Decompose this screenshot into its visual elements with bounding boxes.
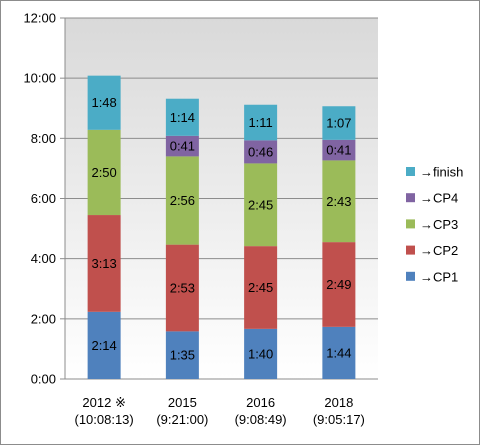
data-label: 0:41 bbox=[170, 139, 195, 154]
y-tick-label: 2:00 bbox=[31, 311, 56, 326]
bar-segment bbox=[322, 106, 356, 140]
legend-label: →finish bbox=[420, 165, 463, 180]
x-category-label: 2015 bbox=[168, 395, 197, 410]
bar-segment bbox=[244, 163, 278, 247]
legend-label: →CP1 bbox=[420, 269, 458, 284]
y-tick-label: 4:00 bbox=[31, 251, 56, 266]
x-category-label: 2012 ※ bbox=[82, 395, 125, 410]
bar-segment bbox=[87, 215, 121, 312]
y-tick-label: 6:00 bbox=[31, 191, 56, 206]
data-label: 2:14 bbox=[91, 338, 116, 353]
bar-segment bbox=[165, 244, 199, 332]
bar-segment bbox=[244, 328, 278, 379]
legend-swatch bbox=[406, 167, 415, 176]
legend-label: →CP3 bbox=[420, 217, 458, 232]
x-category-label: (9:21:00) bbox=[156, 412, 208, 427]
data-label: 1:35 bbox=[170, 348, 195, 363]
data-label: 1:07 bbox=[326, 116, 351, 131]
data-label: 2:45 bbox=[248, 197, 273, 212]
bar-segment bbox=[322, 242, 356, 327]
x-category-label: (9:08:49) bbox=[235, 412, 287, 427]
data-label: 0:46 bbox=[248, 144, 273, 159]
data-label: 2:49 bbox=[326, 277, 351, 292]
bar-segment bbox=[244, 140, 278, 164]
data-label: 1:48 bbox=[91, 95, 116, 110]
bar-segment bbox=[244, 246, 278, 329]
bar-segment bbox=[87, 75, 121, 130]
legend-swatch bbox=[406, 271, 415, 281]
data-label: 3:13 bbox=[91, 256, 116, 271]
y-tick-label: 10:00 bbox=[23, 71, 56, 86]
bar-segment bbox=[322, 326, 356, 379]
y-tick-label: 12:00 bbox=[23, 11, 56, 26]
legend-label: →CP2 bbox=[420, 243, 458, 258]
legend-swatch bbox=[406, 245, 415, 255]
data-label: 1:40 bbox=[248, 346, 273, 361]
x-category-label: (9:05:17) bbox=[313, 412, 365, 427]
data-label: 0:41 bbox=[326, 143, 351, 158]
data-label: 2:56 bbox=[170, 193, 195, 208]
data-label: 1:44 bbox=[326, 345, 351, 360]
bar-segment bbox=[87, 129, 121, 216]
bar-segment bbox=[244, 104, 278, 141]
bar-segment bbox=[165, 98, 199, 136]
bar-segment bbox=[165, 156, 199, 245]
bar-segment bbox=[165, 135, 199, 157]
data-label: 2:50 bbox=[91, 165, 116, 180]
data-label: 2:45 bbox=[248, 280, 273, 295]
legend-swatch bbox=[406, 193, 415, 203]
data-label: 1:14 bbox=[170, 110, 195, 125]
bar-segment bbox=[322, 139, 356, 161]
data-label: 1:11 bbox=[248, 115, 272, 130]
x-category-label: 2018 bbox=[324, 395, 353, 410]
data-label: 2:53 bbox=[170, 280, 195, 295]
legend-label: →CP4 bbox=[420, 191, 458, 206]
x-category-label: 2016 bbox=[246, 395, 275, 410]
legend-swatch bbox=[406, 219, 415, 229]
bar-segment bbox=[165, 331, 199, 379]
y-tick-label: 0:00 bbox=[31, 372, 56, 387]
bar-segment bbox=[87, 311, 121, 379]
x-category-label: (10:08:13) bbox=[74, 412, 133, 427]
data-label: 2:43 bbox=[326, 194, 351, 209]
y-tick-label: 8:00 bbox=[31, 131, 56, 146]
bar-segment bbox=[322, 160, 356, 243]
